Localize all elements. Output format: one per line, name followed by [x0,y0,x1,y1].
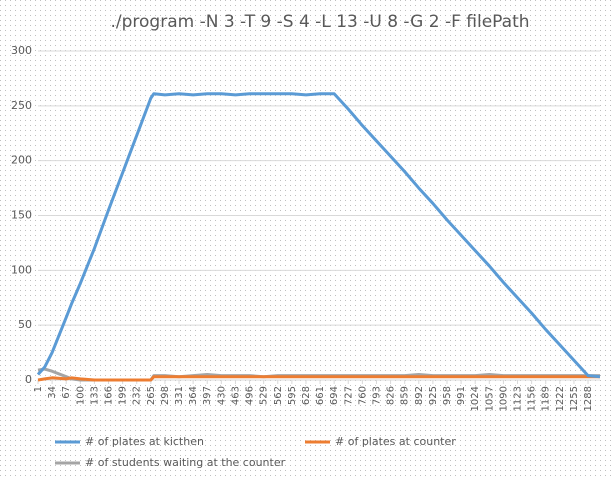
series-line [37,375,600,382]
x-tick-label: 1123 [513,386,524,411]
x-tick-label: 133 [89,386,100,405]
x-tick-label: 232 [132,386,143,405]
x-tick-label: 1222 [555,386,566,411]
x-tick-label: 859 [400,386,411,405]
x-tick-label: 67 [61,386,72,399]
y-tick-label: 0 [25,373,32,386]
legend-label: # of students waiting at the counter [85,456,286,469]
y-tick-label: 200 [11,154,32,167]
x-tick-label: 529 [259,386,270,405]
x-tick-label: 1156 [527,386,538,411]
x-tick-label: 496 [245,386,256,405]
y-tick-label: 150 [11,209,32,222]
x-tick-label: 1 [33,386,44,392]
x-tick-label: 34 [47,386,58,399]
x-tick-label: 397 [202,386,213,405]
x-tick-label: 100 [75,386,86,405]
legend-label: # of plates at counter [335,435,456,448]
x-tick-label: 727 [343,386,354,405]
x-tick-label: 628 [301,386,312,405]
x-tick-label: 364 [188,386,199,405]
x-tick-label: 826 [386,386,397,405]
x-tick-label: 694 [329,386,340,405]
x-tick-label: 892 [414,386,425,405]
y-tick-label: 250 [11,99,32,112]
x-tick-label: 1024 [470,386,481,411]
x-tick-label: 331 [174,386,185,405]
y-tick-label: 50 [18,318,32,331]
x-tick-label: 1090 [498,386,509,411]
x-tick-label: 562 [273,386,284,405]
x-tick-label: 991 [456,386,467,405]
chart-title: ./program -N 3 -T 9 -S 4 -L 13 -U 8 -G 2… [110,12,529,32]
x-tick-label: 925 [428,386,439,405]
y-tick-label: 100 [11,263,32,276]
x-tick-label: 793 [371,386,382,405]
x-tick-label: 760 [357,386,368,405]
x-tick-label: 166 [104,386,115,405]
x-tick-label: 595 [287,386,298,405]
x-tick-label: 958 [442,386,453,405]
x-tick-label: 1189 [541,386,552,411]
legend-label: # of plates at kicthen [85,435,204,448]
x-tick-label: 1288 [583,386,594,411]
x-tick-label: 199 [118,386,129,405]
x-tick-label: 265 [146,386,157,405]
x-tick-label: 463 [230,386,241,405]
y-tick-label: 300 [11,44,32,57]
x-tick-label: 430 [216,386,227,405]
x-tick-label: 1057 [484,386,495,411]
x-tick-label: 298 [160,386,171,405]
x-tick-label: 1255 [569,386,580,411]
x-tick-label: 661 [315,386,326,405]
series-line [36,92,601,379]
